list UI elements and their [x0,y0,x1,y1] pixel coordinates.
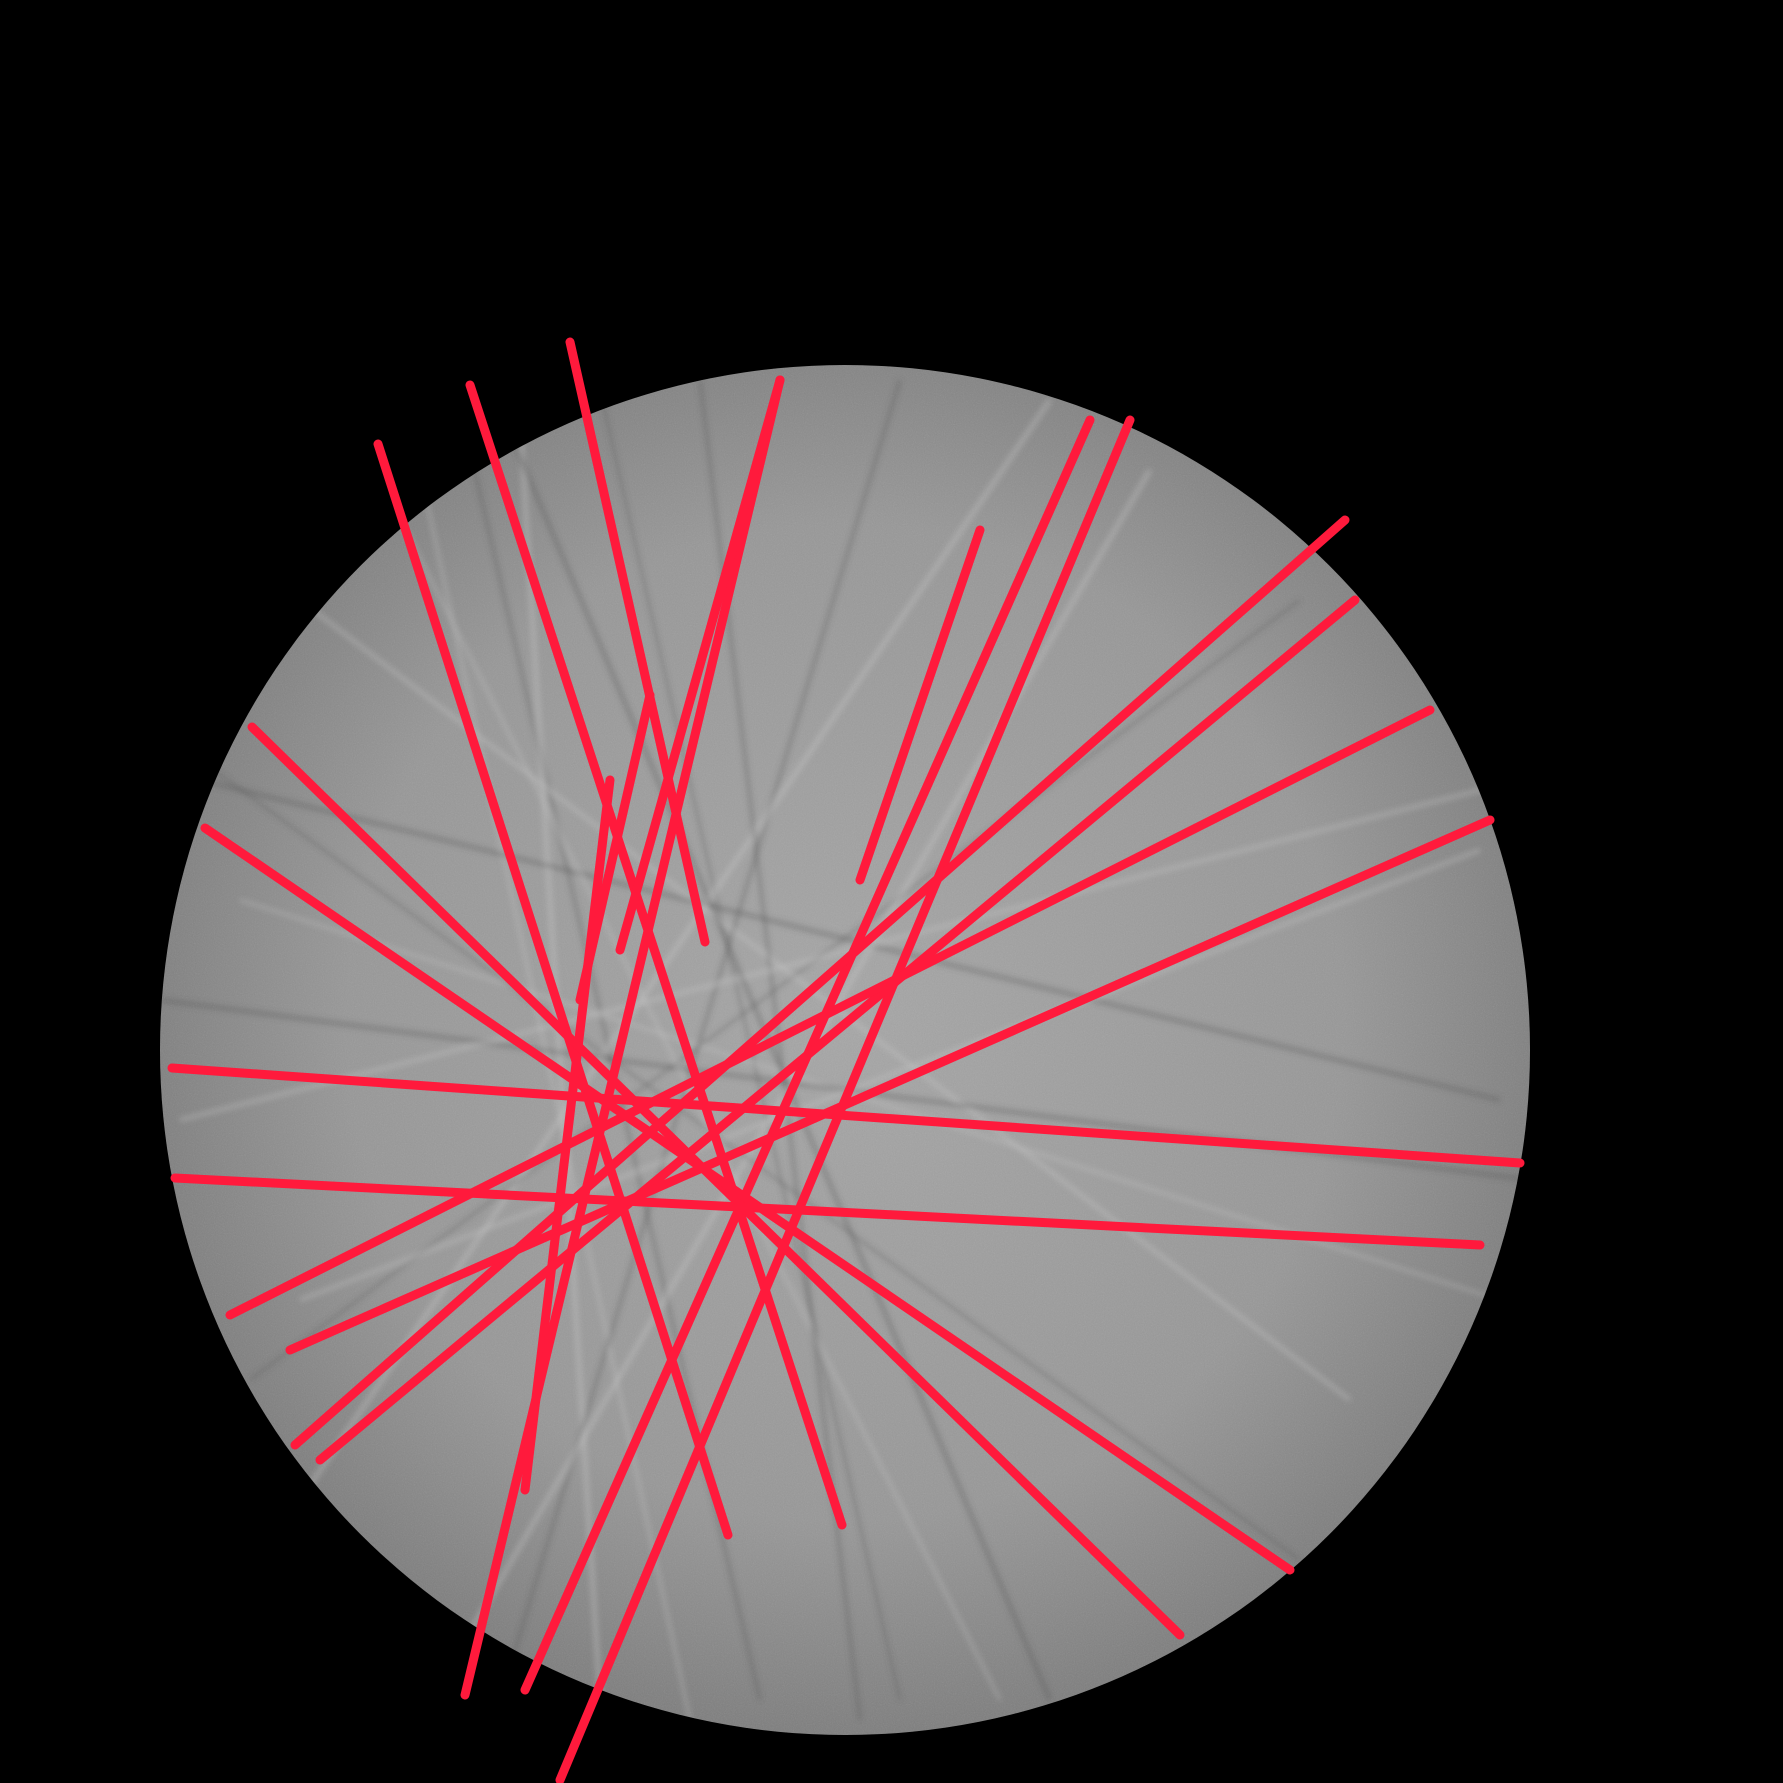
overlay-line-11 [285,815,1495,1355]
overlay-line-5 [460,375,785,1700]
overlay-line-9 [315,595,1360,1465]
overlay-line-13 [200,823,1295,1575]
overlay-line-1 [373,439,733,1540]
overlay-line-2 [465,380,847,1530]
disc-grain [160,365,1530,1735]
overlay-line-18 [855,525,985,885]
overlay-line-10 [225,705,1435,1320]
overlay-lines [167,337,1525,1783]
overlay-line-14 [167,1063,1525,1168]
overlay-line-15 [170,1173,1485,1250]
overlay-line-8 [290,515,1350,1450]
overlay-line-17 [615,375,785,955]
overlay-line-16 [575,690,655,1005]
overlay-line-3 [565,337,710,947]
